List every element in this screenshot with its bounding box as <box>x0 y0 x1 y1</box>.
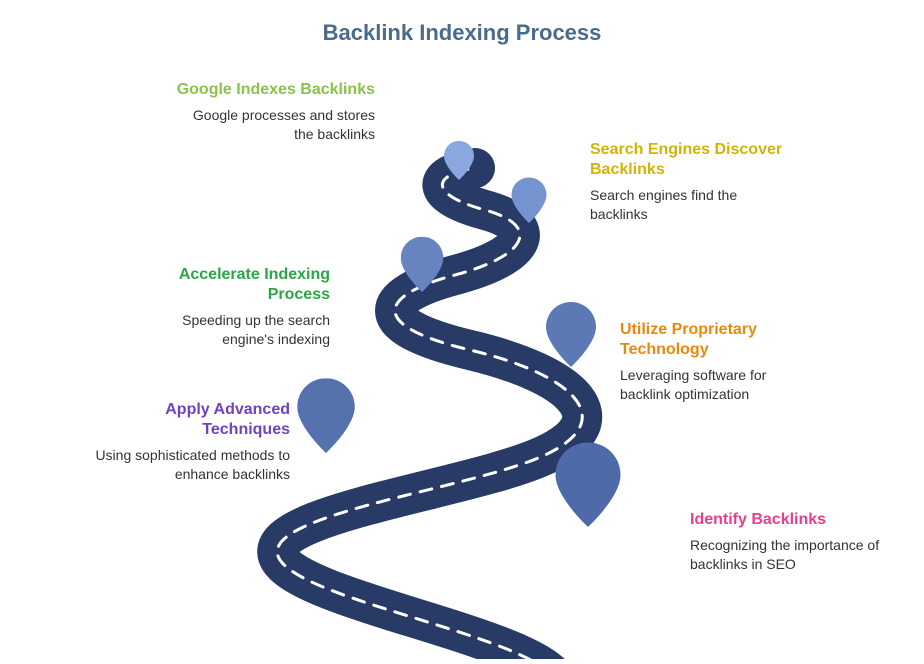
pin-icon <box>556 443 621 528</box>
step-1-title: Identify Backlinks <box>690 510 890 530</box>
map-pin-5 <box>512 178 547 224</box>
pin-icon <box>512 178 547 224</box>
pin-icon <box>297 378 355 453</box>
step-2-title: Apply Advanced Techniques <box>90 400 290 440</box>
map-pin-2 <box>297 378 355 453</box>
step-4: Accelerate Indexing Process Speeding up t… <box>130 265 330 349</box>
step-4-title: Accelerate Indexing Process <box>130 265 330 305</box>
step-6-title: Google Indexes Backlinks <box>175 80 375 100</box>
pin-icon <box>444 141 474 180</box>
step-2: Apply Advanced Techniques Using sophistic… <box>90 400 290 484</box>
pin-icon <box>546 302 596 367</box>
step-1-desc: Recognizing the importance of backlinks … <box>690 536 890 574</box>
pin-icon <box>401 237 444 292</box>
map-pin-3 <box>546 302 596 367</box>
map-pin-4 <box>401 237 444 292</box>
step-5-desc: Search engines find the backlinks <box>590 186 790 224</box>
step-1: Identify Backlinks Recognizing the import… <box>690 510 890 574</box>
step-5-title: Search Engines Discover Backlinks <box>590 140 790 180</box>
step-6: Google Indexes Backlinks Google processes… <box>175 80 375 144</box>
map-pin-6 <box>444 141 474 180</box>
step-3-desc: Leveraging software for backlink optimiz… <box>620 366 820 404</box>
map-pin-1 <box>556 443 621 528</box>
step-3-title: Utilize Proprietary Technology <box>620 320 820 360</box>
step-4-desc: Speeding up the search engine's indexing <box>130 311 330 349</box>
step-2-desc: Using sophisticated methods to enhance b… <box>90 446 290 484</box>
step-3: Utilize Proprietary Technology Leveraging… <box>620 320 820 404</box>
step-5: Search Engines Discover Backlinks Search … <box>590 140 790 224</box>
step-6-desc: Google processes and stores the backlink… <box>175 106 375 144</box>
